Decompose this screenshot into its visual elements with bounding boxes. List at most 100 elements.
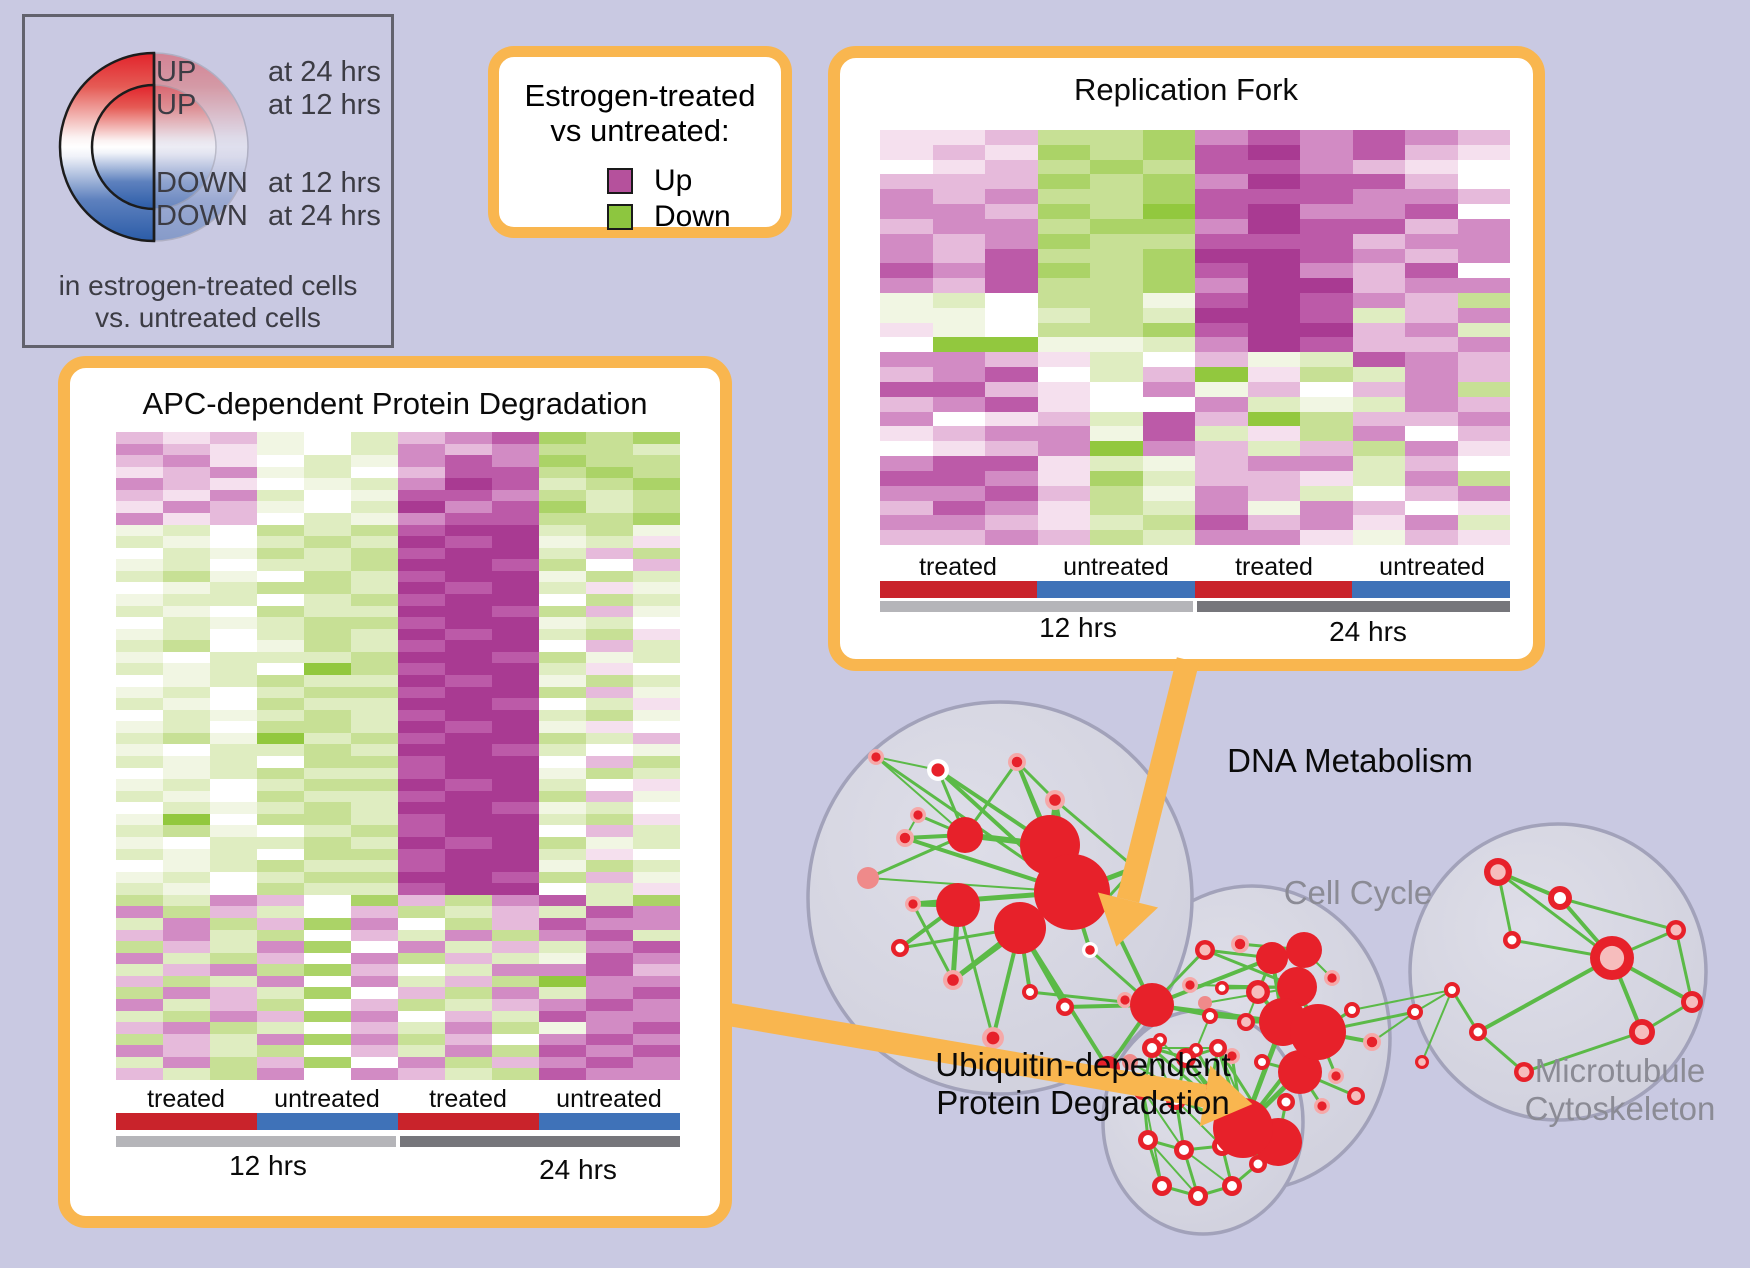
heatmap-cell <box>116 478 163 490</box>
heatmap-cell <box>539 767 586 780</box>
heatmap-cell <box>398 489 445 502</box>
heatmap-cell <box>492 998 539 1011</box>
network-node <box>1286 932 1322 968</box>
heatmap-cell <box>1300 530 1353 545</box>
heatmap-cell <box>304 848 351 861</box>
heatmap-cell <box>210 617 257 629</box>
heatmap-cell <box>445 836 492 849</box>
network-edge <box>1124 999 1211 1017</box>
decoder-time-24: at 24 hrs <box>268 56 381 88</box>
heatmap-cell <box>539 790 586 803</box>
heatmap-cell <box>932 515 985 531</box>
heatmap-cell <box>116 790 163 803</box>
heatmap-cell <box>633 1056 680 1069</box>
network-node-ring <box>1174 1140 1194 1160</box>
network-edge <box>899 926 1021 950</box>
heatmap-cell <box>1300 174 1353 190</box>
heatmap-cell <box>398 848 445 861</box>
network-node-core <box>1218 984 1226 992</box>
heatmap-cell <box>1142 367 1195 382</box>
heatmap-cell <box>257 628 304 641</box>
heatmap-cell <box>116 1022 163 1034</box>
network-edge <box>1231 1162 1259 1188</box>
heatmap-cell <box>210 1068 257 1080</box>
apc-group-label-2: untreated <box>274 1085 380 1113</box>
rf-untreated-bar-12 <box>1037 581 1195 598</box>
heatmap-cell <box>586 443 633 456</box>
heatmap-cell <box>257 501 304 513</box>
heatmap-cell <box>492 917 539 930</box>
heatmap-cell <box>1457 130 1510 145</box>
network-edge <box>1299 1070 1357 1098</box>
down-color-swatch <box>607 204 633 230</box>
heatmap-cell <box>633 455 680 467</box>
heatmap-cell <box>304 894 351 907</box>
heatmap-cell <box>1037 130 1090 145</box>
heatmap-cell <box>210 455 257 467</box>
heatmap-cell <box>398 570 445 583</box>
heatmap-cell <box>539 524 586 537</box>
heatmap-cell <box>1457 293 1510 308</box>
heatmap-cell <box>304 432 351 444</box>
heatmap-cell <box>210 721 257 733</box>
heatmap-cell <box>351 1068 398 1080</box>
heatmap-cell <box>586 489 633 502</box>
apc-group-label-1: treated <box>147 1085 225 1113</box>
network-edge <box>951 889 1074 983</box>
heatmap-cell <box>1037 218 1090 234</box>
heatmap-cell <box>1352 233 1405 249</box>
heatmap-cell <box>1352 337 1405 353</box>
heatmap-cell <box>163 1045 210 1057</box>
heatmap-cell <box>586 813 633 826</box>
heatmap-cell <box>1247 441 1300 457</box>
network-node-ring <box>1237 1013 1255 1031</box>
heatmap-cell <box>163 455 210 467</box>
heatmap-cell <box>1090 441 1143 457</box>
network-node-ring <box>1548 886 1572 910</box>
heatmap-cell <box>445 512 492 525</box>
network-edge <box>898 903 960 950</box>
network-node <box>1278 1050 1322 1094</box>
network-node-ring <box>1212 1136 1232 1156</box>
heatmap-cell <box>633 871 680 884</box>
heatmap-cell <box>445 883 492 895</box>
heatmap-cell <box>1247 233 1300 249</box>
heatmap-cell <box>880 278 933 294</box>
network-edge <box>917 813 966 837</box>
heatmap-cell <box>1195 218 1248 234</box>
heatmap-cell <box>492 432 539 444</box>
heatmap-cell <box>633 1045 680 1057</box>
cluster-label-line: Microtubule <box>1534 1052 1706 1089</box>
heatmap-cell <box>351 848 398 861</box>
heatmap-cell <box>351 698 398 710</box>
heatmap-cell <box>932 337 985 353</box>
heatmap-cell <box>492 1033 539 1046</box>
heatmap-cell <box>1300 144 1353 160</box>
heatmap-cell <box>1195 130 1248 145</box>
heatmap-cell <box>163 559 210 571</box>
heatmap-cell <box>398 860 445 872</box>
heatmap-cell <box>210 836 257 849</box>
rf-24hrs-label: 24 hrs <box>1329 616 1407 647</box>
network-edge <box>1183 1144 1223 1152</box>
heatmap-cell <box>880 322 933 338</box>
heatmap-cell <box>398 883 445 895</box>
heatmap-cell <box>539 732 586 745</box>
heatmap-cell <box>116 455 163 467</box>
heatmap-cell <box>398 524 445 537</box>
heatmap-cell <box>1300 248 1353 264</box>
heatmap-cell <box>257 1056 304 1069</box>
heatmap-cell <box>163 432 210 444</box>
cluster-label: Cell Cycle <box>1284 874 1433 912</box>
heatmap-cell <box>586 455 633 467</box>
heatmap-cell <box>492 674 539 687</box>
network-node-core <box>1241 1017 1251 1027</box>
network-edge <box>1151 956 1273 1007</box>
heatmap-cell <box>163 721 210 733</box>
decoder-dir-up-12: UP <box>156 89 197 121</box>
decoder-time-12: at 12 hrs <box>268 89 381 121</box>
heatmap-cell <box>586 836 633 849</box>
heatmap-cell <box>163 617 210 629</box>
network-node-core <box>1251 985 1265 999</box>
heatmap-cell <box>1142 500 1195 516</box>
